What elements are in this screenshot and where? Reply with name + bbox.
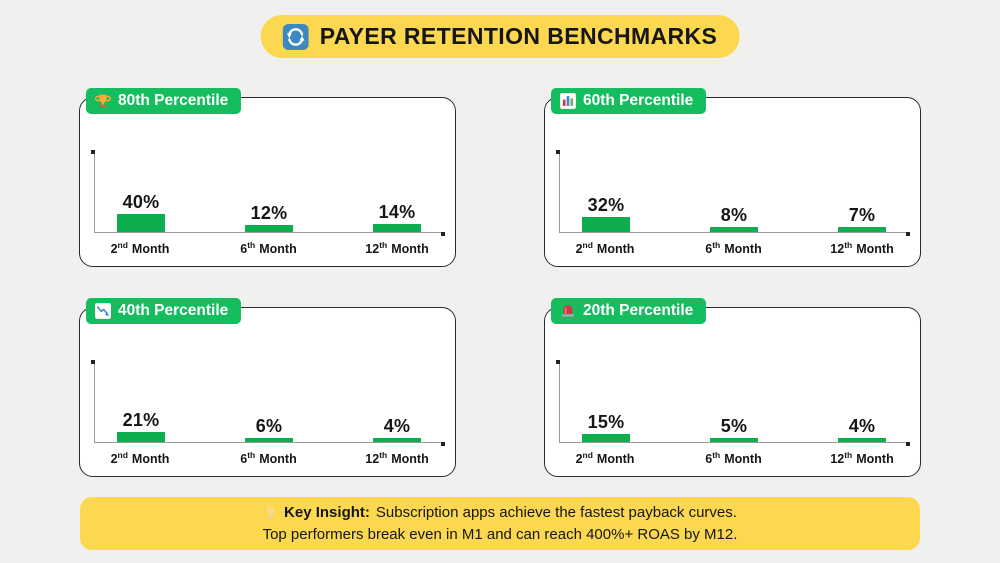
panels-grid: 80th Percentile 40% 12% 14% <box>79 88 921 477</box>
bar-group: 40% <box>95 193 187 232</box>
bar-chart: 32% 8% 7% <box>556 150 910 236</box>
panel-80th-percentile: 80th Percentile 40% 12% 14% <box>79 88 456 267</box>
light-bulb-icon <box>263 505 278 520</box>
month-label: 6th Month <box>705 449 762 466</box>
panel-badge: 60th Percentile <box>551 88 707 115</box>
month-label: 2nd Month <box>110 239 170 256</box>
bar-group: 21% <box>95 411 187 442</box>
trophy-icon <box>95 93 111 109</box>
bar-group: 15% <box>560 413 652 442</box>
chart-decreasing-icon <box>95 302 111 319</box>
insight-line-1: Key Insight: Subscription apps achieve t… <box>263 502 737 523</box>
bar <box>117 431 165 442</box>
panel-title: 20th Percentile <box>583 302 694 319</box>
bar-chart: 21% 6% 4% <box>91 360 445 446</box>
bar <box>838 438 886 442</box>
bar-value-label: 7% <box>848 205 876 226</box>
bar <box>582 434 630 442</box>
bar-group: 7% <box>816 206 908 232</box>
month-label: 6th Month <box>705 239 762 256</box>
bar <box>373 438 421 442</box>
panel-card: 21% 6% 4% 2nd Month 6th Month 12th Mon <box>79 307 456 477</box>
bar-group: 4% <box>816 417 908 442</box>
panel-badge: 20th Percentile <box>551 298 707 325</box>
bar-group: 32% <box>560 196 652 232</box>
month-label: 12th Month <box>365 449 429 466</box>
bar-chart-icon <box>560 92 576 109</box>
month-label: 2nd Month <box>575 239 635 256</box>
bar-group: 4% <box>351 417 443 442</box>
bar-group: 12% <box>223 204 315 232</box>
panel-card: 32% 8% 7% 2nd Month 6th Month 12th Mon <box>544 97 921 267</box>
bar-group: 5% <box>688 417 780 442</box>
month-labels-row: 2nd Month 6th Month 12th Month <box>559 240 908 257</box>
bars-row: 40% 12% 14% <box>95 193 443 232</box>
bar <box>582 217 630 232</box>
panel-title: 40th Percentile <box>118 302 229 319</box>
bar <box>373 224 421 232</box>
bar-value-label: 40% <box>122 192 160 212</box>
month-labels-row: 2nd Month 6th Month 12th Month <box>94 450 443 467</box>
bar-group: 14% <box>351 203 443 232</box>
bar-value-label: 21% <box>122 409 160 430</box>
page-title: PAYER RETENTION BENCHMARKS <box>319 23 718 49</box>
bar <box>710 438 758 442</box>
panel-badge: 40th Percentile <box>86 298 242 325</box>
bar-value-label: 6% <box>255 415 283 436</box>
insight-label: Key Insight: <box>284 504 370 521</box>
counterclockwise-arrows-icon <box>282 23 309 50</box>
insight-text-2: Top performers break even in M1 and can … <box>262 526 738 543</box>
bar-chart: 40% 12% 14% <box>91 150 445 236</box>
bar <box>245 437 293 442</box>
month-label: 6th Month <box>240 239 297 256</box>
title-pill: PAYER RETENTION BENCHMARKS <box>260 15 740 58</box>
month-labels-row: 2nd Month 6th Month 12th Month <box>94 240 443 257</box>
bar <box>117 214 165 232</box>
month-label: 12th Month <box>830 449 894 466</box>
bar-value-label: 14% <box>378 202 416 223</box>
bar-value-label: 12% <box>250 203 288 224</box>
panel-card: 40% 12% 14% 2nd Month 6th Month 12th M <box>79 97 456 267</box>
bars-row: 32% 8% 7% <box>560 196 908 232</box>
insight-text-1: Subscription apps achieve the fastest pa… <box>375 504 737 521</box>
bar-chart: 15% 5% 4% <box>556 360 910 446</box>
month-label: 2nd Month <box>575 449 635 466</box>
month-labels-row: 2nd Month 6th Month 12th Month <box>559 450 908 467</box>
bar-value-label: 32% <box>587 195 625 216</box>
bar <box>838 227 886 232</box>
panel-badge: 80th Percentile <box>86 88 242 115</box>
bar <box>710 226 758 232</box>
bar <box>245 225 293 232</box>
bar-value-label: 4% <box>383 416 411 437</box>
bar-group: 8% <box>688 206 780 232</box>
panel-title: 80th Percentile <box>118 92 229 109</box>
bars-row: 21% 6% 4% <box>95 411 443 442</box>
panel-60th-percentile: 60th Percentile 32% 8% 7% <box>544 88 921 267</box>
bar-value-label: 15% <box>587 412 625 432</box>
insight-line-2: Top performers break even in M1 and can … <box>263 524 738 545</box>
bar-value-label: 8% <box>720 204 748 225</box>
police-light-icon <box>560 303 576 319</box>
key-insight-box: Key Insight: Subscription apps achieve t… <box>80 497 920 550</box>
bar-group: 6% <box>223 417 315 442</box>
panel-20th-percentile: 20th Percentile 15% 5% 4% <box>544 298 921 477</box>
panel-40th-percentile: 40th Percentile 21% 6% 4% <box>79 298 456 477</box>
panel-card: 15% 5% 4% 2nd Month 6th Month 12th Mon <box>544 307 921 477</box>
month-label: 2nd Month <box>110 449 170 466</box>
bars-row: 15% 5% 4% <box>560 413 908 442</box>
bar-value-label: 5% <box>720 416 748 436</box>
month-label: 6th Month <box>240 449 297 466</box>
panel-title: 60th Percentile <box>583 92 694 109</box>
month-label: 12th Month <box>830 239 894 256</box>
month-label: 12th Month <box>365 239 429 256</box>
bar-value-label: 4% <box>848 416 876 437</box>
